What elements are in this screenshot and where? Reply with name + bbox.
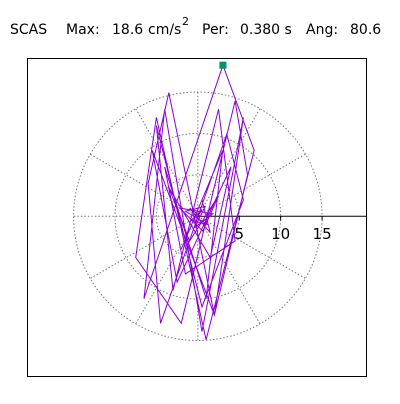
angle-grid-line [89,153,199,217]
angle-grid-line [197,216,261,325]
r-tick-label: 15 [313,225,332,243]
max-value: 18.6 [112,22,143,38]
max-unit-exponent: 2 [182,15,189,28]
grid-circle [73,91,323,342]
station: SCAS [10,22,47,38]
max-unit: cm/s [148,22,181,38]
r-tick-label: 5 [234,225,244,243]
plot-frame [27,58,367,377]
period-label: Per: [202,22,229,38]
period-value: 0.380 s [240,22,292,38]
trace [135,63,255,340]
max-label: Max: [66,22,100,38]
angle-value: 80.6 [350,22,381,38]
r-tick-label: 10 [271,225,290,243]
max-marker [219,61,227,69]
grid-circle [114,132,282,300]
angle-label: Ang: [306,22,338,38]
